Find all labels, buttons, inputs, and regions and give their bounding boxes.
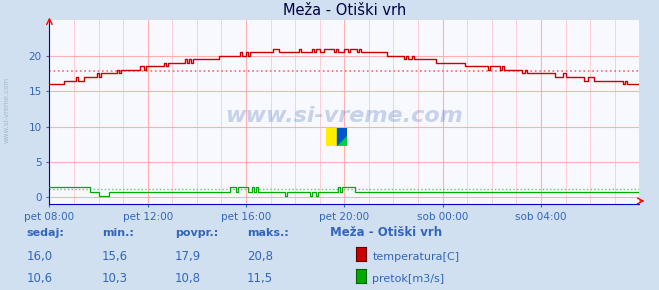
Text: 15,6: 15,6 (102, 250, 129, 262)
Text: 16,0: 16,0 (26, 250, 53, 262)
Text: www.si-vreme.com: www.si-vreme.com (225, 106, 463, 126)
Text: 17,9: 17,9 (175, 250, 201, 262)
Text: 10,6: 10,6 (26, 272, 53, 285)
Text: maks.:: maks.: (247, 228, 289, 238)
Text: sedaj:: sedaj: (26, 228, 64, 238)
Text: 11,5: 11,5 (247, 272, 273, 285)
Text: povpr.:: povpr.: (175, 228, 218, 238)
Text: pretok[m3/s]: pretok[m3/s] (372, 274, 444, 284)
Text: min.:: min.: (102, 228, 134, 238)
Bar (337, 128, 347, 146)
Text: 20,8: 20,8 (247, 250, 273, 262)
Bar (326, 128, 337, 146)
Text: www.si-vreme.com: www.si-vreme.com (3, 77, 10, 143)
Title: Meža - Otiški vrh: Meža - Otiški vrh (283, 3, 406, 18)
Text: temperatura[C]: temperatura[C] (372, 251, 459, 262)
Text: Meža - Otiški vrh: Meža - Otiški vrh (330, 226, 442, 239)
Text: 10,8: 10,8 (175, 272, 200, 285)
Text: 10,3: 10,3 (102, 272, 128, 285)
Polygon shape (337, 136, 347, 146)
